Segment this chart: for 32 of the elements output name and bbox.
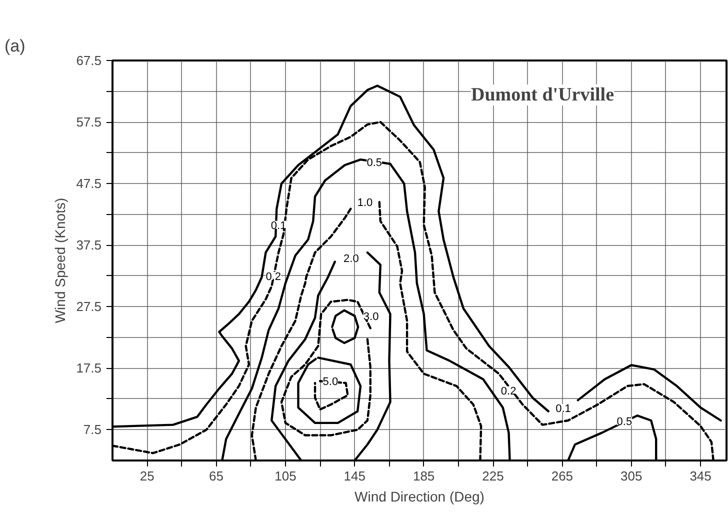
y-tick-label: 47.5 [76, 176, 102, 192]
x-tick-label: 185 [412, 468, 435, 484]
annotation: 1.0 [357, 197, 373, 210]
x-tick-label: 25 [140, 468, 154, 484]
annotation: 0.5 [616, 416, 632, 428]
annotation: 0.2 [500, 385, 516, 398]
x-tick-label: 265 [551, 468, 574, 484]
y-tick-label: 7.5 [83, 422, 102, 438]
annotation: 3.0 [363, 310, 379, 323]
y-tick-label: 27.5 [76, 299, 102, 314]
text: Dumont d'Urville [470, 84, 614, 106]
x-tick-label: 305 [620, 468, 642, 484]
y-tick-label: 37.5 [76, 238, 102, 253]
annotation: 0.5 [366, 157, 382, 170]
x-axis-title: Wind Direction (Deg) [354, 488, 484, 504]
text: (a) [4, 36, 26, 56]
annotation: 0.1 [270, 220, 286, 232]
annotation: 5.0 [322, 376, 338, 388]
y-tick-label: 17.5 [76, 360, 102, 376]
line-series [297, 356, 362, 424]
x-tick-label: 225 [482, 468, 504, 484]
x-tick-label: 145 [344, 468, 366, 484]
y-tick-label: 57.5 [76, 114, 102, 130]
annotation: 2.0 [344, 253, 359, 266]
x-tick-label: 105 [274, 468, 296, 484]
y-axis-title: Wind Speed (Knots) [52, 198, 68, 324]
x-tick-label: 65 [209, 468, 224, 484]
annotation: 0.1 [556, 403, 571, 416]
x-tick-label: 345 [690, 468, 712, 484]
y-tick-label: 67.5 [76, 53, 102, 68]
annotation: 0.2 [266, 270, 281, 283]
line-series [331, 309, 360, 344]
